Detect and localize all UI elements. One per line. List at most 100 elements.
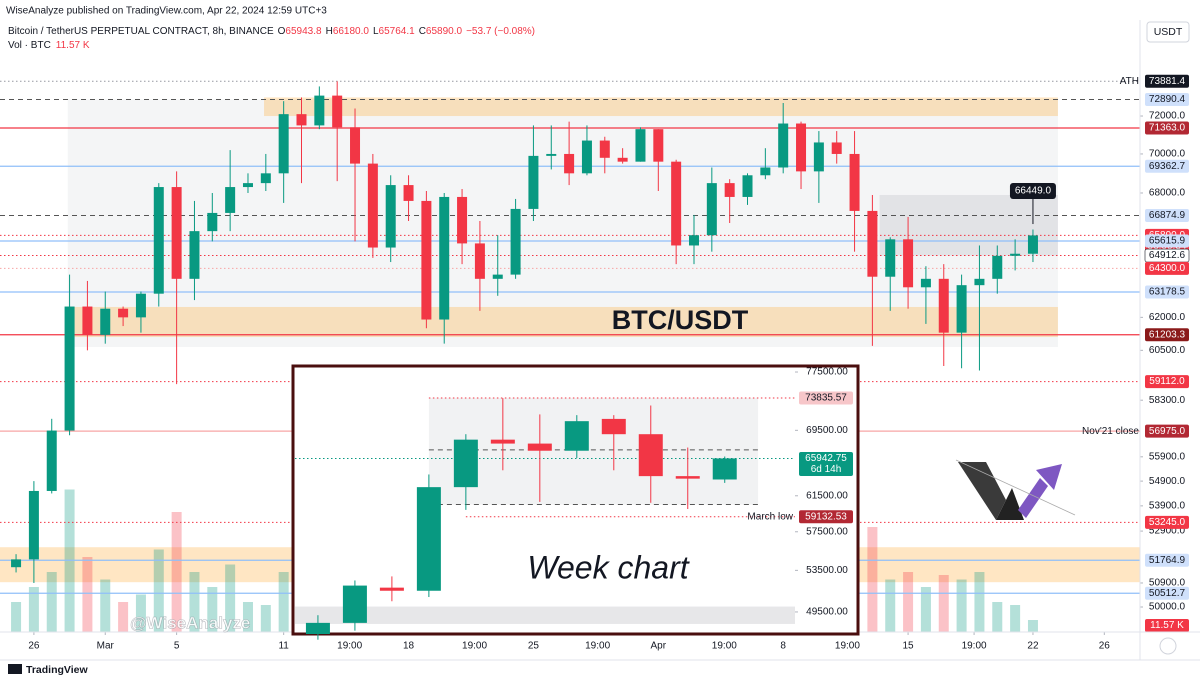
candle-body xyxy=(564,153,575,174)
price-label: 59112.0 xyxy=(1149,376,1185,387)
volume-bar xyxy=(28,587,39,632)
x-tick-label: 19:00 xyxy=(462,641,487,652)
candle-body xyxy=(635,129,646,162)
inset-title: Week chart xyxy=(527,549,689,585)
candle-body xyxy=(457,196,468,244)
measure-box xyxy=(1009,183,1056,200)
price-label-bg xyxy=(1145,121,1189,135)
logo-arrow-head xyxy=(1036,464,1062,490)
y-tick-label: 54900.0 xyxy=(1149,476,1186,487)
volume-bar xyxy=(992,602,1003,632)
candle-body xyxy=(564,421,589,451)
volume-bar xyxy=(153,549,164,632)
volume-bar xyxy=(11,602,22,632)
symbol-title: Bitcoin / TetherUS PERPETUAL CONTRACT, 8… xyxy=(8,26,274,37)
watermark: @WiseAnalyze xyxy=(130,613,250,632)
ohlc-value: 66180.0 xyxy=(333,26,370,37)
x-tick-label: 19:00 xyxy=(835,641,860,652)
price-label-bg xyxy=(1145,261,1189,275)
change: −53.7 (−0.08%) xyxy=(466,26,535,37)
auto-scale-button[interactable] xyxy=(1159,637,1177,655)
logo xyxy=(955,459,1076,520)
y-tick-label: 61500.00 xyxy=(806,490,848,501)
candle-body xyxy=(920,278,931,288)
candle-body xyxy=(528,155,539,209)
candle-body xyxy=(675,476,700,479)
price-label: 66874.9 xyxy=(1149,210,1186,221)
currency[interactable]: USDT xyxy=(1154,26,1183,38)
volume-bar xyxy=(82,557,93,632)
volume-bar xyxy=(867,527,878,632)
y-tick-label: 58300.0 xyxy=(1149,395,1186,406)
candle-body xyxy=(724,183,735,197)
level-note: March low xyxy=(747,511,793,522)
volume-bar xyxy=(46,572,57,632)
candle-body xyxy=(416,487,441,591)
volume-legend: Vol · BTC 11.57 K xyxy=(8,40,90,51)
volume-bar xyxy=(956,579,967,632)
candle-body xyxy=(314,95,325,126)
y-tick-label: 53900.0 xyxy=(1149,501,1186,512)
price-label-sub: 6d 14h xyxy=(811,464,842,475)
volume-bar xyxy=(903,572,914,632)
x-tick-label: 8 xyxy=(780,641,786,652)
y-tick-label: 70000.0 xyxy=(1149,149,1186,160)
price-label: 51764.9 xyxy=(1149,555,1186,566)
price-label: 73835.57 xyxy=(805,393,847,404)
price-label-bg xyxy=(799,391,853,405)
zone xyxy=(264,97,1058,117)
volume-bar xyxy=(885,579,896,632)
candle-body xyxy=(207,212,218,232)
y-tick-label: 53500.00 xyxy=(806,565,848,576)
price-label-bg xyxy=(1145,285,1189,299)
volume-bar xyxy=(260,605,271,632)
currency-button[interactable] xyxy=(1146,21,1190,43)
candle-body xyxy=(581,140,592,174)
volume-bar xyxy=(118,602,129,632)
ohlc-key: H xyxy=(326,26,333,37)
candle-body xyxy=(421,200,432,320)
y-tick-label: 57500.00 xyxy=(806,526,848,537)
candle-body xyxy=(849,153,860,211)
candle-body xyxy=(1010,253,1021,256)
candle-body xyxy=(242,183,253,188)
price-label: 63178.5 xyxy=(1149,287,1186,298)
candle-body xyxy=(938,278,949,333)
price-label: 71363.0 xyxy=(1149,123,1186,134)
inset-chart: 77500.00 69500.00 61500.00 57500.00 53500.00… xyxy=(291,364,860,640)
x-tick-label: 25 xyxy=(528,641,540,652)
ohlc-key: O xyxy=(278,26,286,37)
ohlc-value: 65943.8 xyxy=(285,26,322,37)
candle-body xyxy=(385,185,396,248)
price-label-bg xyxy=(1145,424,1189,438)
logo-line xyxy=(955,459,1076,516)
candle-body xyxy=(342,585,367,623)
x-tick-label: 18 xyxy=(403,641,415,652)
price-label: 53245.0 xyxy=(1149,517,1186,528)
candle-body xyxy=(403,185,414,201)
x-tick-label: 5 xyxy=(174,641,180,652)
y-tick-label: 62000.0 xyxy=(1149,312,1186,323)
price-label-bg xyxy=(799,451,853,476)
volume-bar xyxy=(242,602,253,632)
candle-body xyxy=(796,123,807,172)
price-label: 69362.7 xyxy=(1149,161,1186,172)
x-tick-label: Mar xyxy=(97,641,115,652)
x-tick-label: 26 xyxy=(28,641,40,652)
price-label-bg xyxy=(1145,234,1189,248)
candle-body xyxy=(510,208,521,275)
candle-body xyxy=(490,439,515,444)
candle-body xyxy=(11,559,22,568)
volume-label: 11.57 K xyxy=(1150,620,1184,631)
candle-body xyxy=(974,278,985,286)
candle-body xyxy=(527,443,552,451)
candle-body xyxy=(82,306,93,335)
candle-body xyxy=(956,285,967,333)
candle-body xyxy=(601,418,626,435)
candle-body xyxy=(379,587,404,591)
candle-body xyxy=(1027,235,1038,254)
logo-w-left xyxy=(958,462,1006,520)
candle-body xyxy=(813,142,824,172)
price-label-bg xyxy=(1145,208,1189,222)
candle-body xyxy=(296,114,307,126)
